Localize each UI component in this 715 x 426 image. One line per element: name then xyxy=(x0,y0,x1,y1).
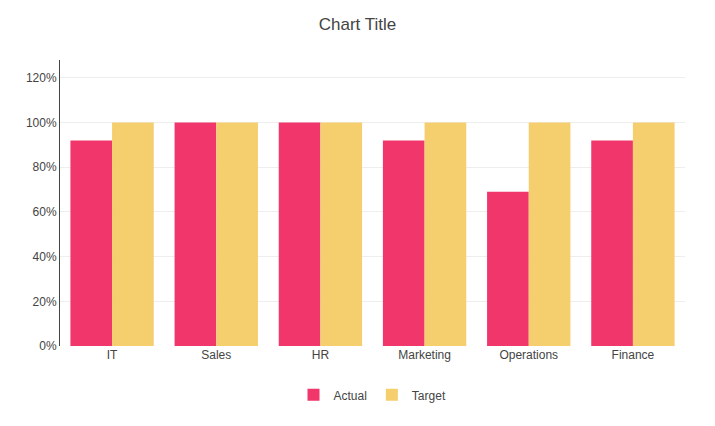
svg-text:0%: 0% xyxy=(39,339,57,353)
svg-text:100%: 100% xyxy=(26,116,57,130)
svg-text:20%: 20% xyxy=(33,295,57,309)
svg-text:120%: 120% xyxy=(26,71,57,85)
svg-text:80%: 80% xyxy=(33,160,57,174)
svg-text:Actual: Actual xyxy=(334,389,367,403)
svg-text:Operations: Operations xyxy=(499,348,558,362)
svg-text:Target: Target xyxy=(412,389,446,403)
svg-text:Finance: Finance xyxy=(612,348,655,362)
svg-text:40%: 40% xyxy=(33,250,57,264)
svg-text:Chart Title: Chart Title xyxy=(319,15,396,34)
svg-text:60%: 60% xyxy=(33,205,57,219)
svg-text:Marketing: Marketing xyxy=(398,348,451,362)
svg-text:Sales: Sales xyxy=(201,348,231,362)
svg-text:HR: HR xyxy=(312,348,330,362)
svg-text:IT: IT xyxy=(107,348,118,362)
